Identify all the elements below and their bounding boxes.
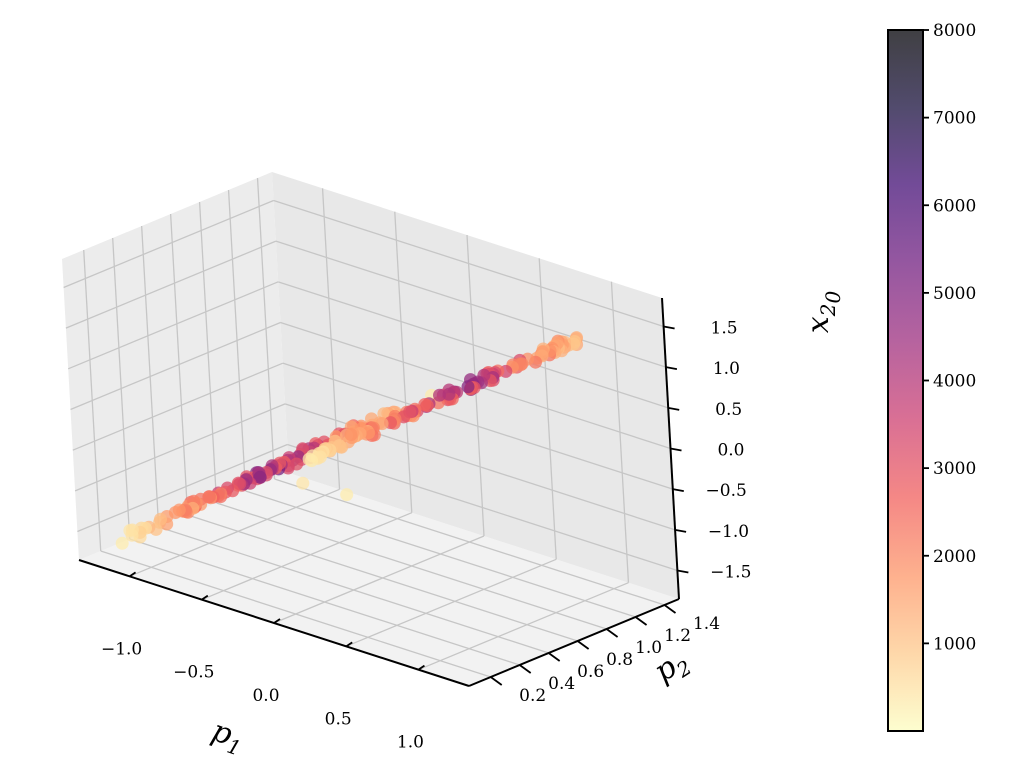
data-point [433,388,446,402]
y-tick-label: 0.8 [606,650,633,670]
z-tick-mark [668,406,680,411]
data-point [125,528,139,542]
grid-y-floor [158,526,549,654]
grid-z-left [74,403,286,492]
y-tick-mark [663,604,677,614]
svg-text:p1: p1 [206,713,249,760]
grid-z-back [282,362,673,490]
data-point [344,428,358,442]
grid-x-floor [345,558,557,647]
data-point [115,536,129,550]
grid-z-left [77,443,288,533]
x-tick-mark [273,618,281,624]
data-point [154,512,167,526]
colorbar-tick-label: 1000 [933,634,976,654]
grid-z-left [70,321,281,411]
grid-x-floor [418,582,629,671]
grid-y-floor [100,550,491,678]
z-tick-mark [677,569,689,574]
y-tick-mark [635,616,648,626]
grid-z-back [275,240,667,368]
data-point [253,470,267,484]
y-tick-label: 1.0 [635,638,662,658]
grid-x-floor [201,512,413,601]
x-tick-mark [345,641,353,648]
x-tick-label: −0.5 [173,663,214,683]
data-point [168,506,182,519]
grid-y-floor [216,502,607,630]
grid-y-floor [129,538,520,666]
z-tick-mark [672,488,684,493]
grid-y-floor [274,478,665,606]
y-tick-label: 0.4 [548,674,575,694]
colorbar-tick-label: 5000 [933,284,976,304]
z-tick-label: 1.5 [711,319,738,339]
x-tick-label: −1.0 [101,639,142,659]
data-point [302,452,316,466]
grid-z-left [67,281,279,370]
colorbar-tick-label: 8000 [933,21,976,41]
axis-lines: −1.0−0.50.00.51.00.20.40.60.81.01.21.4−1… [78,297,751,753]
y-tick-label: 0.2 [519,686,546,706]
z-tick-label: 0.0 [717,441,744,461]
z-tick-label: −1.5 [710,563,751,583]
colorbar-tick-label: 6000 [933,196,976,216]
x-axis-label: p1 [206,713,249,760]
colorbar-tick-label: 4000 [933,372,976,392]
z-tick-label: 1.0 [713,359,740,379]
y-tick-label: 1.4 [693,614,720,634]
y-tick-mark [490,676,503,686]
y-tick-mark [519,664,532,674]
x-tick-mark [417,664,425,671]
colorbar: 1000 2000 3000 4000 5000 6000 7000 8000 [887,21,976,732]
y-tick-mark [577,640,590,650]
data-point [340,488,354,502]
scatter-points [115,331,584,550]
z-tick-label: 0.5 [715,400,742,420]
x-tick-label: 0.5 [325,709,352,729]
grid-z-left [63,199,274,289]
data-point [461,380,475,394]
z-axis-label: x20 [801,291,845,334]
grid-z-back [273,199,664,328]
x-tick-label: 0.0 [252,686,279,706]
x-tick-label: 1.0 [397,733,424,753]
z-tick-mark [674,528,687,533]
data-point [296,476,310,490]
y-tick-label: 1.2 [664,626,691,646]
grid-y-floor [187,514,578,642]
grid-z-back [278,281,669,409]
y-tick-mark [548,652,561,662]
z-tick-label: −0.5 [706,481,747,501]
y-axis-line [468,598,680,687]
grid-z-back [287,443,678,572]
z-tick-mark [665,366,678,371]
y-tick-mark [606,628,619,638]
data-point [418,398,432,411]
x-tick-mark [129,571,137,578]
svg-text:x20: x20 [801,291,845,334]
data-point [442,387,456,401]
grid-lines [63,177,678,678]
grid-x-floor [129,488,340,577]
y-tick-label: 0.6 [577,662,604,682]
z-tick-mark [670,447,682,452]
grid-z-left [72,362,284,451]
z-tick-label: −1.0 [708,522,749,542]
grid-z-left [65,240,277,329]
colorbar-tick-label: 3000 [933,459,976,479]
colorbar-tick-label: 7000 [933,109,976,129]
z-tick-mark [663,325,675,330]
colorbar-gradient [887,29,924,732]
x-tick-mark [201,594,209,601]
grid-y-floor [245,490,636,618]
colorbar-tick-label: 2000 [933,547,976,567]
grid-x-floor [273,535,485,624]
